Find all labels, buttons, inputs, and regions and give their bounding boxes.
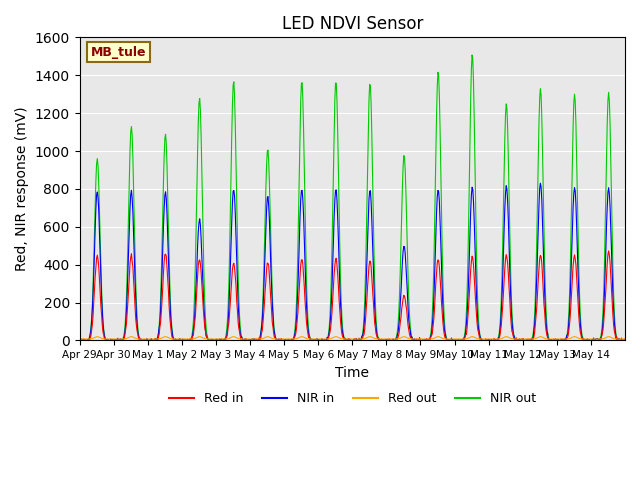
NIR in	[536, 180, 544, 186]
NIR in	[287, 337, 295, 343]
Y-axis label: Red, NIR response (mV): Red, NIR response (mV)	[15, 107, 29, 271]
Text: MB_tule: MB_tule	[90, 46, 146, 59]
NIR out	[408, 336, 416, 341]
NIR in	[439, 305, 447, 311]
Red out	[140, 336, 147, 342]
NIR out	[439, 279, 447, 285]
Red out	[76, 336, 83, 342]
Red in	[241, 337, 248, 343]
NIR out	[287, 337, 295, 343]
Red out	[240, 336, 248, 342]
Red in	[289, 337, 296, 343]
NIR in	[267, 264, 275, 270]
Red in	[409, 337, 417, 343]
Red in	[76, 337, 84, 343]
Red out	[267, 335, 275, 341]
Red in	[140, 336, 148, 342]
NIR in	[240, 337, 248, 343]
Red out	[439, 336, 447, 341]
Line: Red out: Red out	[79, 336, 625, 339]
Line: Red in: Red in	[79, 251, 625, 340]
Red in	[605, 248, 612, 254]
Red in	[440, 327, 447, 333]
NIR out	[267, 238, 275, 244]
NIR in	[621, 337, 629, 343]
Line: NIR out: NIR out	[79, 55, 625, 340]
NIR out	[76, 337, 83, 343]
X-axis label: Time: Time	[335, 366, 369, 380]
NIR out	[240, 337, 248, 343]
Red out	[605, 334, 612, 339]
NIR in	[140, 337, 147, 343]
Title: LED NDVI Sensor: LED NDVI Sensor	[282, 15, 423, 33]
NIR out	[140, 337, 147, 343]
NIR in	[76, 337, 83, 343]
Red out	[621, 336, 629, 342]
NIR in	[408, 335, 416, 341]
Legend: Red in, NIR in, Red out, NIR out: Red in, NIR in, Red out, NIR out	[164, 387, 541, 410]
Red out	[287, 336, 295, 342]
Red in	[268, 307, 275, 312]
Red in	[621, 336, 629, 342]
Red in	[76, 337, 83, 343]
Red out	[408, 336, 416, 342]
NIR out	[468, 52, 476, 58]
NIR out	[621, 337, 629, 343]
Line: NIR in: NIR in	[79, 183, 625, 340]
